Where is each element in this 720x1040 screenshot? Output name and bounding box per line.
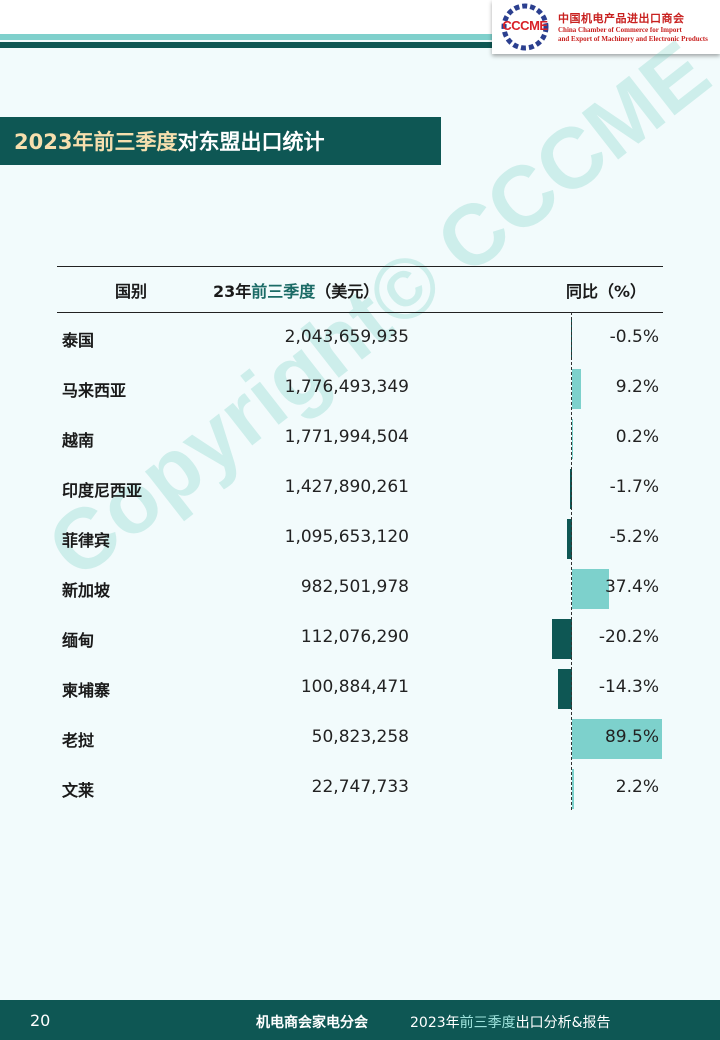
yoy-bar <box>557 669 572 709</box>
title-highlight: 2023年前三季度 <box>14 130 178 154</box>
country-name: 柬埔寨 <box>62 681 111 700</box>
table-row: 新加坡 982,501,978 37.4% <box>57 563 663 613</box>
title-rest: 对东盟出口统计 <box>177 130 325 154</box>
country-name: 新加坡 <box>62 581 111 600</box>
table-row: 缅甸 112,076,290 -20.2% <box>57 613 663 663</box>
yoy-bar <box>572 769 575 809</box>
yoy-percent: -0.5% <box>609 327 659 347</box>
logo-english-line2: and Export of Machinery and Electronic P… <box>558 35 708 43</box>
zero-axis-line <box>571 312 572 810</box>
yoy-percent: 2.2% <box>615 777 659 797</box>
logo-english-line1: China Chamber of Commerce for Import <box>558 26 682 34</box>
section-title-bar: 2023年前三季度对东盟出口统计 <box>0 117 441 165</box>
country-name: 文莱 <box>62 781 95 800</box>
section-title: 2023年前三季度对东盟出口统计 <box>14 126 324 156</box>
page-number: 20 <box>30 1011 51 1030</box>
yoy-percent: 0.2% <box>615 427 659 447</box>
export-value: 100,884,471 <box>300 677 409 697</box>
country-name: 缅甸 <box>62 631 95 650</box>
export-value: 2,043,659,935 <box>284 327 409 347</box>
yoy-percent: 9.2% <box>615 377 659 397</box>
table-header-rule <box>57 312 663 313</box>
footer-report-title: 2023年前三季度出口分析&报告 <box>410 1012 611 1032</box>
country-name: 印度尼西亚 <box>62 481 143 500</box>
yoy-bar <box>572 719 662 759</box>
header-value-highlight: 前三季度 <box>251 282 316 301</box>
header-country: 国别 <box>115 282 148 301</box>
export-value: 22,747,733 <box>311 777 409 797</box>
yoy-bar <box>572 569 610 609</box>
export-value: 1,095,653,120 <box>284 527 409 547</box>
footer-report-highlight: 前三季度 <box>459 1015 516 1031</box>
yoy-percent: -20.2% <box>598 627 659 647</box>
cccme-emblem-icon: CCCME <box>496 2 554 52</box>
export-value: 1,771,994,504 <box>284 427 409 447</box>
footer-report-suffix: 出口分析&报告 <box>515 1015 611 1031</box>
logo-abbr: CCCME <box>502 18 548 33</box>
table-row: 文莱 22,747,733 2.2% <box>57 763 663 813</box>
table-row: 老挝 50,823,258 89.5% <box>57 713 663 763</box>
export-value: 112,076,290 <box>300 627 409 647</box>
country-name: 泰国 <box>62 331 95 350</box>
yoy-bar <box>572 419 573 459</box>
country-name: 越南 <box>62 431 95 450</box>
header-stripe-light <box>0 34 720 40</box>
yoy-bar <box>566 519 572 559</box>
yoy-percent: 89.5% <box>604 727 659 747</box>
table-row: 菲律宾 1,095,653,120 -5.2% <box>57 513 663 563</box>
footer-org: 机电商会家电分会 <box>256 1015 368 1031</box>
table-row: 柬埔寨 100,884,471 -14.3% <box>57 663 663 713</box>
header-yoy: 同比（%） <box>566 282 647 301</box>
header-stripe-dark <box>0 42 720 48</box>
yoy-bar <box>572 369 582 409</box>
yoy-percent: 37.4% <box>604 577 659 597</box>
header-value-prefix: 23年 <box>213 282 252 301</box>
cccme-logo: CCCME 中国机电产品进出口商会 China Chamber of Comme… <box>492 0 720 54</box>
table-top-rule <box>57 266 663 267</box>
yoy-percent: -5.2% <box>609 527 659 547</box>
table-row: 马来西亚 1,776,493,349 9.2% <box>57 363 663 413</box>
table-row: 越南 1,771,994,504 0.2% <box>57 413 663 463</box>
table-row: 印度尼西亚 1,427,890,261 -1.7% <box>57 463 663 513</box>
country-name: 马来西亚 <box>62 381 127 400</box>
header-value-suffix: （美元） <box>315 282 380 301</box>
export-value: 50,823,258 <box>311 727 409 747</box>
yoy-percent: -1.7% <box>609 477 659 497</box>
header-value: 23年前三季度（美元） <box>213 278 379 302</box>
footer-bar: 20 机电商会家电分会 2023年前三季度出口分析&报告 <box>0 1000 720 1040</box>
export-value: 1,776,493,349 <box>284 377 409 397</box>
yoy-bar <box>551 619 572 659</box>
country-name: 菲律宾 <box>62 531 111 550</box>
footer-report-prefix: 2023年 <box>410 1015 460 1031</box>
country-name: 老挝 <box>62 731 95 750</box>
yoy-percent: -14.3% <box>598 677 659 697</box>
logo-chinese-name: 中国机电产品进出口商会 <box>558 12 685 25</box>
export-value: 1,427,890,261 <box>284 477 409 497</box>
export-value: 982,501,978 <box>300 577 409 597</box>
table-row: 泰国 2,043,659,935 -0.5% <box>57 313 663 363</box>
